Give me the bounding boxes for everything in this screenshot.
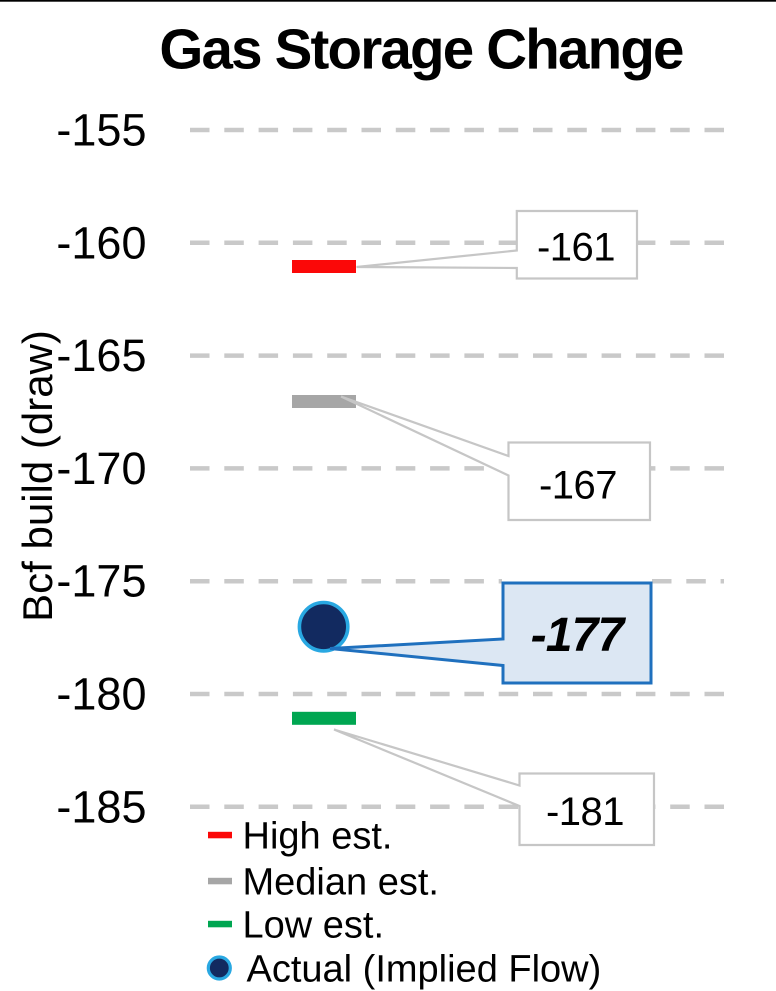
svg-text:-177: -177: [531, 609, 627, 662]
svg-text:-161: -161: [537, 226, 615, 270]
svg-text:-155: -155: [56, 105, 146, 156]
svg-text:High est.: High est.: [243, 816, 393, 858]
svg-text:-175: -175: [56, 556, 146, 607]
svg-text:Actual (Implied Flow): Actual (Implied Flow): [247, 949, 602, 991]
svg-text:-185: -185: [56, 781, 146, 832]
svg-text:-180: -180: [56, 669, 146, 720]
svg-text:-167: -167: [539, 464, 617, 508]
svg-text:Median est.: Median est.: [243, 862, 439, 904]
svg-text:-165: -165: [56, 330, 146, 381]
svg-text:Gas Storage Change: Gas Storage Change: [159, 18, 683, 81]
svg-text:-160: -160: [56, 217, 146, 268]
svg-text:-170: -170: [56, 443, 146, 494]
svg-text:Bcf build (draw): Bcf build (draw): [14, 330, 61, 622]
svg-text:-181: -181: [546, 790, 624, 834]
svg-text:Low est.: Low est.: [243, 905, 385, 947]
